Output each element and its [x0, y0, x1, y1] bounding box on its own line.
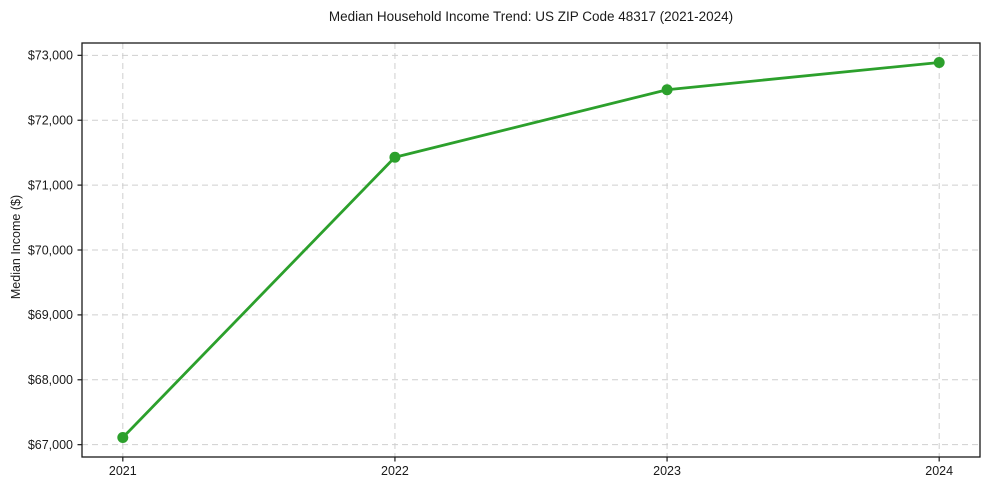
x-tick-label: 2024	[925, 464, 953, 478]
y-tick-label: $70,000	[28, 243, 73, 257]
y-tick-label: $71,000	[28, 178, 73, 192]
x-tick-label: 2021	[109, 464, 137, 478]
y-tick-label: $67,000	[28, 438, 73, 452]
chart-title: Median Household Income Trend: US ZIP Co…	[328, 9, 734, 24]
x-tick-label: 2023	[653, 464, 681, 478]
data-point-2021	[117, 432, 129, 444]
y-tick-label: $72,000	[28, 114, 73, 128]
data-point-2023	[661, 84, 673, 96]
y-tick-label: $73,000	[28, 49, 73, 63]
data-point-2022	[389, 151, 401, 163]
x-tick-label: 2022	[381, 464, 409, 478]
y-tick-label: $69,000	[28, 308, 73, 322]
trend-line	[121, 61, 941, 439]
y-tick-label: $68,000	[28, 373, 73, 387]
plot-frame	[81, 42, 981, 458]
data-point-2024	[933, 56, 945, 68]
